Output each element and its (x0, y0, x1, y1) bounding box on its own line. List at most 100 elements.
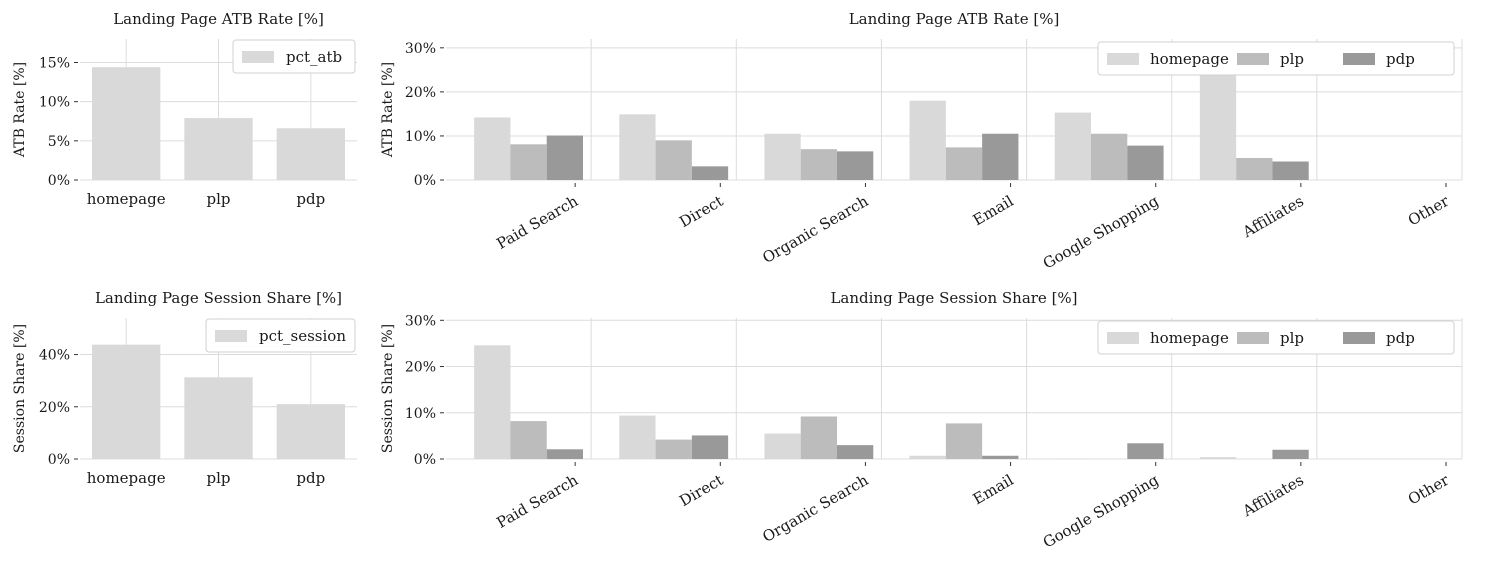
bar-plp (184, 377, 253, 459)
bar-pdp (276, 404, 345, 459)
y-tick-label: 10% (405, 129, 436, 145)
x-tick-label: homepage (87, 190, 166, 208)
x-tick-label: Email (970, 192, 1017, 230)
chart-panel-3: Landing Page Session Share [%] Session Sh… (12, 289, 357, 487)
bar-plp-google-shopping (1091, 133, 1128, 180)
legend-swatch-homepage (1107, 332, 1139, 344)
chart-title: Landing Page Session Share [%] (95, 289, 342, 307)
bar-pdp-organic-search (837, 151, 874, 180)
bar-homepage-organic-search (764, 133, 801, 180)
legend-box (1097, 320, 1455, 355)
y-tick-label: 40% (39, 348, 70, 364)
bar-homepage-email (909, 455, 946, 459)
bar-pdp (276, 128, 345, 180)
legend-swatch-pdp (1343, 332, 1375, 344)
bar-plp-direct (655, 439, 692, 459)
bar-plp-organic-search (800, 416, 837, 459)
bar-plp-paid-search (510, 144, 547, 180)
bar-homepage-direct (619, 114, 656, 180)
legend-box (205, 318, 356, 353)
bar-plp (184, 118, 253, 180)
chart-title: Landing Page ATB Rate [%] (849, 10, 1060, 28)
bar-pdp-direct (691, 435, 729, 459)
x-tick-label: Affiliates (1239, 192, 1307, 242)
bar-plp-affiliates (1236, 157, 1273, 180)
x-tick-label: Google Shopping (1040, 471, 1162, 552)
x-tick-label: plp (206, 190, 230, 208)
x-tick-label: Affiliates (1239, 471, 1307, 521)
x-tick-label: pdp (296, 190, 325, 208)
bar-homepage-paid-search (474, 117, 511, 180)
bar-pdp-paid-search (546, 449, 583, 459)
legend-box (232, 39, 356, 74)
bar-pdp-affiliates (1272, 161, 1309, 180)
bar-homepage-email (909, 100, 946, 180)
legend-swatch-homepage (1107, 53, 1139, 65)
y-axis-label: Session Share [%] (380, 324, 396, 453)
x-tick-label: Direct (676, 192, 726, 231)
bar-pdp-organic-search (837, 445, 874, 459)
y-tick-label: 20% (405, 85, 436, 101)
bar-pdp-affiliates (1272, 449, 1309, 459)
x-tick-label: Organic Search (759, 192, 871, 267)
bar-plp-organic-search (800, 149, 837, 180)
y-tick-label: 30% (405, 313, 436, 329)
x-tick-label: Email (970, 471, 1017, 509)
legend-label-plp: plp (1280, 329, 1304, 347)
y-tick-label: 10% (405, 406, 436, 422)
legend-label-plp: plp (1280, 50, 1304, 68)
x-tick-label: Other (1405, 191, 1453, 229)
y-axis-label: Session Share [%] (12, 324, 28, 453)
y-axis-label: ATB Rate [%] (380, 62, 396, 158)
bar-pdp-google-shopping (1127, 443, 1164, 459)
bar-plp-paid-search (510, 421, 547, 459)
chart-panel-4: Landing Page Session Share [%] Session Sh… (380, 289, 1463, 552)
bar-pdp-google-shopping (1127, 145, 1164, 180)
legend-swatch-plp (1237, 53, 1269, 65)
chart-title: Landing Page Session Share [%] (830, 289, 1077, 307)
y-tick-label: 5% (48, 134, 70, 150)
x-tick-label: Direct (676, 471, 726, 510)
bar-homepage (92, 344, 161, 459)
chart-panel-1: Landing Page ATB Rate [%] ATB Rate [%] 0% 5… (12, 10, 357, 208)
bar-pdp-email (982, 133, 1019, 180)
y-tick-label: 0% (414, 452, 436, 468)
y-tick-label: 30% (405, 41, 436, 57)
x-tick-label: pdp (296, 469, 325, 487)
x-tick-label: Paid Search (493, 471, 581, 532)
bar-homepage-affiliates (1199, 66, 1237, 180)
legend-label-homepage: homepage (1150, 50, 1229, 68)
x-tick-label: Paid Search (493, 192, 581, 253)
legend-label-homepage: homepage (1150, 329, 1229, 347)
legend-box (1097, 41, 1455, 76)
x-tick-label: plp (206, 469, 230, 487)
y-tick-label: 0% (48, 173, 70, 189)
legend-swatch-pdp (1343, 53, 1375, 65)
bar-pdp-paid-search (546, 135, 583, 180)
bar-homepage-google-shopping (1054, 112, 1091, 180)
legend-label-pdp: pdp (1386, 50, 1415, 68)
bar-homepage-paid-search (474, 345, 511, 459)
bar-plp-direct (655, 140, 692, 180)
legend-label: pct_session (259, 327, 346, 345)
x-tick-label: homepage (87, 469, 166, 487)
y-tick-label: 0% (414, 173, 436, 189)
y-axis-label: ATB Rate [%] (12, 62, 28, 158)
legend-swatch-plp (1237, 332, 1269, 344)
y-tick-label: 20% (39, 400, 70, 416)
bar-homepage-organic-search (764, 433, 801, 459)
x-tick-label: Google Shopping (1040, 192, 1162, 273)
bar-plp-email (945, 423, 983, 459)
legend-label: pct_atb (286, 48, 342, 66)
chart-title: Landing Page ATB Rate [%] (113, 10, 324, 28)
x-tick-label: Organic Search (759, 471, 871, 546)
bar-pdp-email (982, 455, 1019, 459)
y-tick-label: 15% (39, 56, 70, 72)
y-tick-label: 0% (48, 452, 70, 468)
bar-homepage-affiliates (1199, 457, 1237, 459)
bar-plp-email (945, 147, 983, 180)
bar-pdp-direct (691, 166, 729, 180)
x-tick-label: Other (1405, 470, 1453, 508)
bar-homepage-direct (619, 415, 656, 459)
